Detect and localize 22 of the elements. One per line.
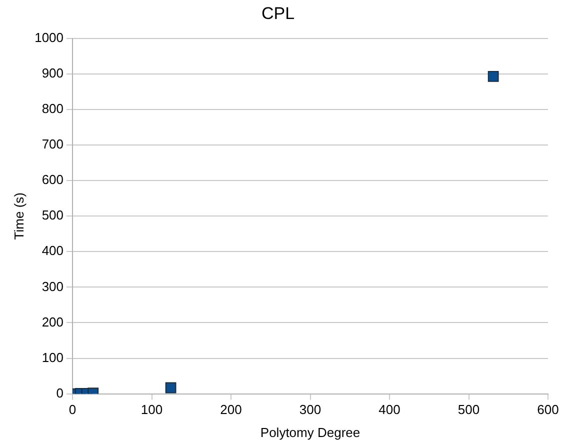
x-tick-label: 300 (299, 402, 322, 418)
y-tick-label: 600 (42, 172, 64, 188)
y-tick-label: 100 (42, 350, 64, 365)
y-tick-label: 200 (42, 314, 64, 330)
y-tick-label: 700 (42, 136, 64, 152)
y-tick-label: 1000 (34, 30, 64, 45)
x-tick-label: 500 (458, 402, 480, 418)
point (488, 70, 499, 82)
y-tick-label: 300 (42, 278, 64, 294)
y-axis-title: Time (s) (11, 192, 26, 240)
x-tick-label: 400 (378, 402, 400, 418)
y-tick-label: 0 (56, 385, 64, 400)
x-tick-label: 0 (68, 402, 76, 418)
y-tick-label: 900 (42, 66, 64, 81)
y-tick-label: 800 (42, 101, 64, 116)
y-tick-label: 500 (42, 208, 64, 223)
x-tick-label: 100 (140, 402, 163, 418)
x-tick-label: 200 (220, 402, 242, 418)
x-tick-label: 600 (537, 402, 559, 418)
y-tick-label: 400 (42, 243, 64, 258)
chart-title: CPL (261, 4, 295, 23)
x-axis-title: Polytomy Degree (260, 424, 360, 440)
